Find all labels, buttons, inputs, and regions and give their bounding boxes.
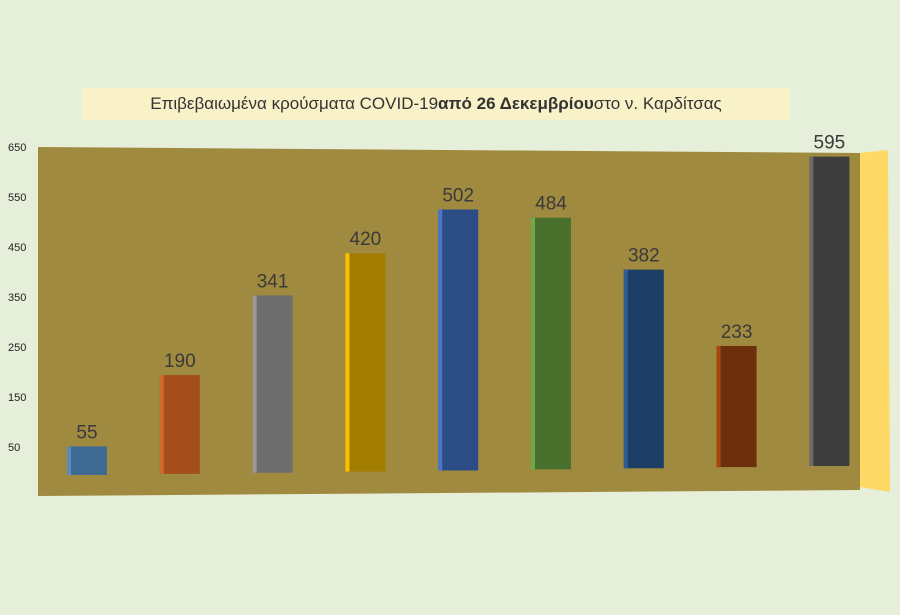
y-tick-label: 50 (8, 442, 20, 454)
bar (716, 345, 757, 468)
bar (252, 295, 293, 473)
bars-group (67, 156, 850, 475)
bar (345, 253, 386, 472)
bar (438, 209, 479, 471)
data-label: 55 (76, 422, 97, 443)
bar-edge (623, 269, 628, 469)
bar-edge (531, 217, 535, 470)
bar (809, 156, 850, 466)
data-label: 502 (442, 185, 474, 206)
y-tick-label: 650 (8, 142, 26, 154)
data-labels-group: 55 190 341 420 502 484 382 233 595 (76, 133, 845, 444)
bar-edge (345, 253, 350, 472)
y-tick-label: 450 (8, 242, 26, 254)
bar-edge (809, 156, 814, 466)
y-tick-label: 350 (8, 292, 26, 304)
bar-edge (438, 209, 443, 471)
bar (159, 375, 200, 474)
y-tick-label: 250 (8, 342, 26, 354)
chart-title-part2: από 26 Δεκεμβρίου (438, 94, 594, 113)
y-tick-label: 550 (8, 192, 26, 204)
bar-edge (716, 345, 721, 468)
y-tick-label: 150 (8, 392, 26, 404)
data-label: 341 (257, 271, 289, 292)
bar (623, 269, 664, 469)
data-label: 190 (164, 351, 196, 372)
data-label: 382 (628, 246, 660, 267)
chart-title-part1: Επιβεβαιωμένα κρούσματα COVID-19 (150, 94, 439, 113)
bar (67, 446, 107, 475)
data-label: 595 (814, 133, 846, 154)
data-label: 420 (350, 229, 382, 250)
data-label: 484 (535, 194, 567, 215)
plot-side-wall (860, 150, 890, 492)
bar-edge (67, 446, 71, 475)
bar (531, 217, 571, 470)
y-axis-ticks: 650 550 450 350 250 150 50 (8, 142, 26, 454)
bar-edge (159, 375, 164, 474)
chart-title: Επιβεβαιωμένα κρούσματα COVID-19 από 26 … (82, 88, 790, 120)
chart-title-part3: στο ν. Καρδίτσας (593, 94, 722, 113)
data-label: 233 (721, 322, 753, 343)
bar-edge (252, 295, 257, 473)
